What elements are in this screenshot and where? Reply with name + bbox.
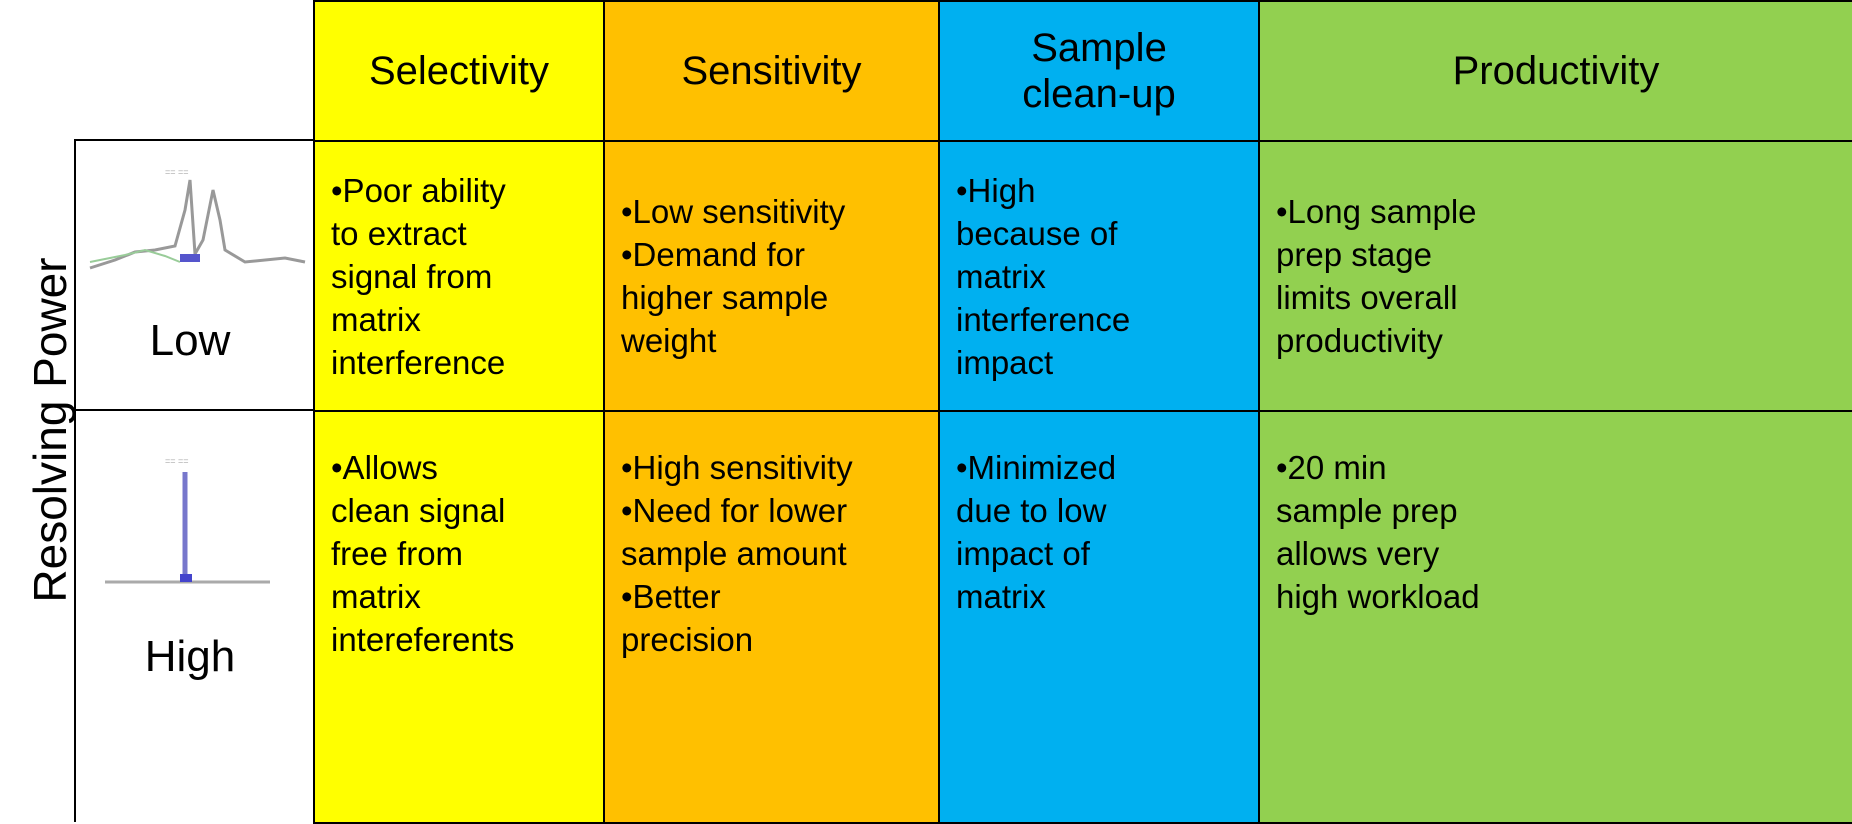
- cell-line: sample amount: [621, 535, 847, 572]
- cell-line: signal from: [331, 257, 493, 295]
- cell-line: •Poor ability: [331, 171, 506, 209]
- cell-line: matrix: [956, 257, 1046, 295]
- row-label: Low: [149, 316, 231, 365]
- cell-line: •Minimized: [956, 449, 1117, 486]
- cell-line: interference: [331, 343, 506, 381]
- row-label: High: [144, 632, 236, 681]
- cell-line: impact: [956, 343, 1054, 381]
- cell-line: higher sample: [621, 279, 829, 316]
- header-line: Productivity: [1452, 49, 1660, 93]
- side-label: Resolving Power: [24, 257, 76, 603]
- cell-line: matrix: [331, 578, 421, 615]
- table-cell: •High because of matrix interference impact: [938, 140, 1260, 412]
- cell-line: impact of: [956, 535, 1090, 572]
- header-line: clean-up: [1022, 72, 1176, 116]
- cell-line: interference: [956, 300, 1131, 338]
- high-resolution-sketch: == ==: [105, 456, 270, 584]
- table-cell: •Poor ability to extract signal from matrix…: [313, 140, 605, 412]
- cell-line: productivity: [1276, 322, 1443, 359]
- cell-line: •Demand for: [621, 236, 805, 273]
- cell-line: limits overall: [1276, 279, 1458, 316]
- cell-line: •High sensitivity: [621, 449, 853, 486]
- cell-line: free from: [331, 535, 464, 572]
- header-line: Selectivity: [368, 49, 550, 93]
- header-line: Sensitivity: [681, 49, 862, 93]
- column-header: Sample clean-up: [938, 0, 1260, 142]
- cell-line: •Low sensitivity: [621, 193, 846, 230]
- svg-text:== ==: == ==: [165, 167, 189, 177]
- low-resolution-sketch: == ==: [89, 167, 306, 270]
- cell-line: precision: [621, 621, 754, 658]
- cell-line: •Need for lower: [621, 492, 848, 529]
- column-header: Sensitivity: [603, 0, 940, 142]
- table-cell: •Long sample prep stage limits overall prod…: [1258, 140, 1852, 412]
- cell-line: allows very: [1276, 535, 1440, 572]
- cell-line: weight: [621, 322, 717, 359]
- table-cell: •Allows clean signal free from matrix intere…: [313, 410, 605, 824]
- cell-line: •20 min: [1276, 449, 1387, 486]
- cell-line: due to low: [956, 492, 1107, 529]
- svg-text:== ==: == ==: [165, 456, 189, 466]
- left-border: [74, 139, 76, 822]
- cell-line: •Better: [621, 578, 721, 615]
- row-divider: [75, 139, 315, 141]
- cell-line: because of: [956, 214, 1118, 252]
- cell-line: •Allows: [331, 449, 438, 486]
- cell-line: sample prep: [1276, 492, 1458, 529]
- row-divider: [75, 409, 315, 411]
- cell-line: matrix: [956, 578, 1046, 615]
- cell-line: matrix: [331, 300, 421, 338]
- column-header: Productivity: [1258, 0, 1852, 142]
- cell-line: •Long sample: [1276, 193, 1477, 230]
- cell-line: to extract: [331, 214, 467, 252]
- table-cell: •High sensitivity •Need for lower sample a…: [603, 410, 940, 824]
- table-cell: •Minimized due to low impact of matrix: [938, 410, 1260, 824]
- cell-line: prep stage: [1276, 236, 1432, 273]
- cell-line: intereferents: [331, 621, 515, 658]
- cell-line: clean signal: [331, 492, 506, 529]
- table-cell: •20 min sample prep allows very high worklo…: [1258, 410, 1852, 824]
- column-header: Selectivity: [313, 0, 605, 142]
- table-cell: •Low sensitivity •Demand for higher sample…: [603, 140, 940, 412]
- cell-line: high workload: [1276, 578, 1480, 615]
- header-line: Sample: [1031, 26, 1167, 70]
- cell-line: •High: [956, 171, 1036, 209]
